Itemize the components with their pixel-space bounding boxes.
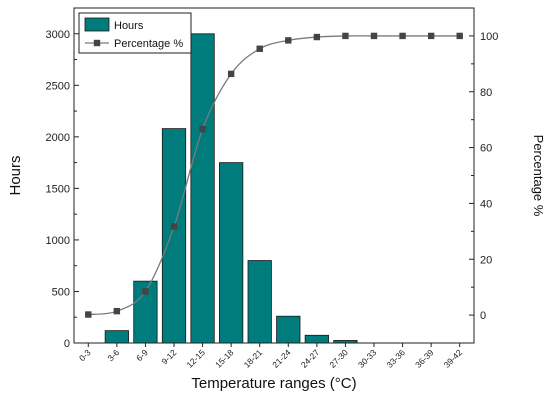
xtick-label-6-9: 6-9 (134, 347, 150, 363)
y-axis-left-title: Hours (7, 155, 24, 195)
ytick-right-label-100: 100 (480, 31, 498, 43)
xtick-label-0-3: 0-3 (77, 347, 93, 363)
xtick-label-3-6: 3-6 (106, 347, 122, 363)
ytick-right-label-20: 20 (480, 254, 492, 266)
ytick-right-label-40: 40 (480, 198, 492, 210)
point-15-18 (227, 70, 235, 78)
xtick-label-18-21: 18-21 (242, 347, 265, 370)
point-27-30 (342, 32, 349, 40)
xtick-label-9-12: 9-12 (159, 347, 178, 366)
legend-box (78, 12, 192, 54)
ytick-left-label-2000: 2000 (46, 132, 70, 144)
legend-label-hours: Hours (114, 20, 144, 32)
point-30-33 (370, 32, 378, 40)
x-axis-title: Temperature ranges (°C) (191, 375, 356, 392)
legend-swatch-hours (84, 17, 110, 32)
bars-layer (104, 33, 358, 344)
xtick-label-36-39: 36-39 (413, 347, 436, 370)
ytick-left-label-2500: 2500 (46, 80, 70, 92)
point-6-9 (142, 288, 149, 295)
ytick-right-label-0: 0 (480, 310, 486, 322)
ytick-left-label-3000: 3000 (46, 29, 70, 41)
bar-15-18 (219, 162, 244, 344)
point-9-12 (170, 223, 178, 230)
xtick-label-30-33: 30-33 (356, 347, 379, 370)
point-36-39 (427, 32, 435, 40)
point-3-6 (113, 307, 121, 315)
point-39-42 (456, 32, 463, 40)
xtick-label-24-27: 24-27 (299, 347, 322, 370)
point-21-24 (285, 37, 292, 44)
legend-label-percentage: Percentage % (114, 38, 183, 50)
bar-12-15 (190, 33, 215, 344)
percentage-curve (88, 35, 460, 316)
legend: Hours Percentage % (78, 12, 192, 54)
ytick-right-label-60: 60 (480, 143, 492, 155)
xtick-label-21-24: 21-24 (270, 347, 293, 370)
xtick-label-12-15: 12-15 (185, 347, 208, 370)
legend-swatch-percentage-marker (93, 39, 101, 47)
bar-18-21 (247, 260, 272, 344)
percentage-line-layer (85, 32, 463, 318)
ytick-left-label-0: 0 (64, 338, 70, 350)
xtick-label-39-42: 39-42 (442, 347, 465, 370)
xtick-label-27-30: 27-30 (327, 347, 350, 370)
y-axis-right-title: Percentage % (531, 135, 546, 217)
bar-3-6 (104, 330, 129, 344)
point-24-27 (313, 33, 321, 41)
point-12-15 (199, 125, 206, 133)
bar-24-27 (304, 334, 329, 344)
xtick-label-15-18: 15-18 (213, 347, 236, 370)
bar-21-24 (276, 315, 301, 344)
ytick-left-label-1000: 1000 (46, 235, 70, 247)
ytick-left-label-1500: 1500 (46, 183, 70, 195)
xtick-label-33-36: 33-36 (385, 347, 408, 370)
ytick-right-label-80: 80 (480, 87, 492, 99)
bar-9-12 (161, 128, 187, 344)
point-33-36 (399, 32, 406, 40)
ytick-left-label-500: 500 (52, 286, 70, 298)
point-0-3 (85, 311, 92, 318)
point-18-21 (256, 45, 263, 52)
axes-layer: 0 500 1000 1500 2000 2500 3000 0 20 40 60 80 100 0-3 3… (46, 7, 498, 370)
